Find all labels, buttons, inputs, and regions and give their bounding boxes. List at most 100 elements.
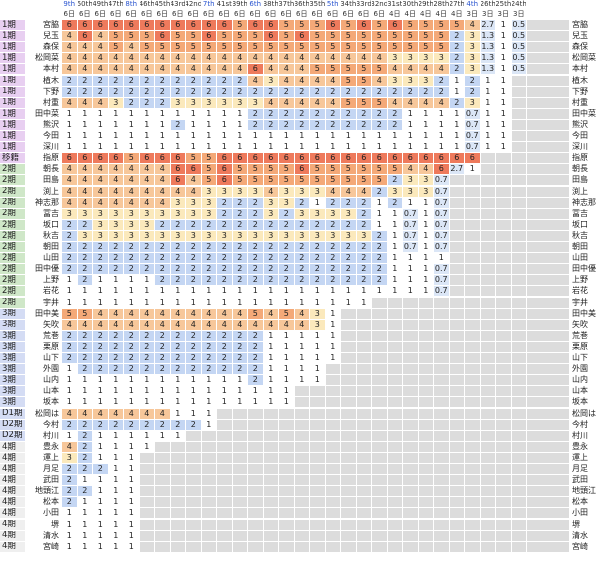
rank-cell: 1 <box>62 530 78 542</box>
empty-cell <box>372 408 388 420</box>
rank-cell: 4 <box>325 75 341 87</box>
member-name: 冨吉 <box>26 208 62 220</box>
rank-cell: 1 <box>310 142 326 154</box>
empty-cell <box>449 264 465 276</box>
rank-cell: 4 <box>62 64 78 76</box>
rank-cell: 2 <box>279 86 295 98</box>
rank-cell: 2.7 <box>449 164 465 176</box>
empty-cell <box>341 308 357 320</box>
empty-cell <box>418 397 434 409</box>
empty-cell <box>294 430 310 442</box>
rank-cell: 0.7 <box>403 208 419 220</box>
rank-cell: 4 <box>170 64 186 76</box>
rank-cell: 3 <box>418 186 434 198</box>
empty-cell <box>263 519 279 531</box>
empty-cell <box>480 186 496 198</box>
rank-cell: 2 <box>108 86 124 98</box>
rank-cell: 6 <box>294 164 310 176</box>
empty-cell <box>217 464 233 476</box>
rank-cell: 4 <box>77 175 93 187</box>
rank-cell: 1 <box>356 131 372 143</box>
empty-cell <box>465 541 481 553</box>
empty-cell <box>480 341 496 353</box>
rank-cell: 1 <box>124 286 140 298</box>
rank-cell: 2 <box>248 86 264 98</box>
rank-cell: 3 <box>139 219 155 231</box>
rank-cell: 1 <box>93 142 109 154</box>
filler-cell <box>527 264 570 276</box>
rank-cell: 1 <box>279 364 295 376</box>
empty-cell <box>480 308 496 320</box>
header-day: 3日 <box>480 10 496 20</box>
rank-cell: 1 <box>263 131 279 143</box>
rank-cell: 3 <box>170 197 186 209</box>
rank-cell: 6 <box>77 20 93 32</box>
empty-cell <box>372 364 388 376</box>
rank-cell: 1 <box>325 330 341 342</box>
empty-cell <box>387 441 403 453</box>
rank-cell: 2 <box>279 242 295 254</box>
rank-cell: 1 <box>93 386 109 398</box>
member-name-right: 豊永 <box>570 441 600 453</box>
empty-cell <box>480 253 496 265</box>
filler-cell <box>527 297 570 309</box>
generation-label: 3期 <box>0 308 26 320</box>
rank-cell: 1 <box>217 119 233 131</box>
rank-cell: 4 <box>124 42 140 54</box>
empty-cell <box>325 452 341 464</box>
rank-cell: 5 <box>62 308 78 320</box>
empty-cell <box>465 430 481 442</box>
member-name: 田中菜 <box>26 108 62 120</box>
rank-cell: 3 <box>263 197 279 209</box>
header-single: 33rd <box>356 0 372 10</box>
rank-cell: 4 <box>77 408 93 420</box>
empty-cell <box>465 175 481 187</box>
empty-cell <box>387 353 403 365</box>
empty-cell <box>480 452 496 464</box>
filler-cell <box>527 42 570 54</box>
rank-cell: 1 <box>62 519 78 531</box>
rank-cell: 2 <box>201 264 217 276</box>
empty-cell <box>496 452 512 464</box>
rank-cell: 2 <box>341 119 357 131</box>
rank-cell: 2 <box>263 242 279 254</box>
rank-cell: 4 <box>62 441 78 453</box>
rank-cell: 1 <box>480 108 496 120</box>
header-day: 6日 <box>62 10 78 20</box>
rank-cell: 2 <box>155 86 171 98</box>
header-single: 28th <box>434 0 450 10</box>
empty-cell <box>139 497 155 509</box>
rank-cell: 2 <box>108 264 124 276</box>
rank-cell: 2 <box>186 330 202 342</box>
empty-cell <box>387 486 403 498</box>
empty-cell <box>155 530 171 542</box>
rank-cell: 2 <box>201 330 217 342</box>
empty-cell <box>294 486 310 498</box>
generation-label: 2期 <box>0 275 26 287</box>
empty-cell <box>465 197 481 209</box>
rank-cell: 2 <box>62 497 78 509</box>
empty-cell <box>263 452 279 464</box>
rank-cell: 2 <box>418 86 434 98</box>
rank-cell: 2 <box>217 86 233 98</box>
empty-cell <box>372 519 388 531</box>
filler-cell <box>527 175 570 187</box>
empty-cell <box>511 86 527 98</box>
header-day: 6日 <box>93 10 109 20</box>
rank-cell: 4 <box>93 186 109 198</box>
empty-cell <box>465 364 481 376</box>
rank-cell: 4 <box>418 97 434 109</box>
member-name-right: 小田 <box>570 508 600 520</box>
generation-label: 1期 <box>0 31 26 43</box>
rank-cell: 6 <box>201 31 217 43</box>
rank-cell: 2 <box>232 253 248 265</box>
empty-cell <box>372 397 388 409</box>
empty-cell <box>170 452 186 464</box>
rank-cell: 3 <box>325 208 341 220</box>
rank-cell: 1 <box>480 75 496 87</box>
empty-cell <box>403 330 419 342</box>
rank-cell: 1 <box>279 297 295 309</box>
rank-cell: 5 <box>201 153 217 165</box>
header-day: 4日 <box>434 10 450 20</box>
empty-cell <box>356 353 372 365</box>
